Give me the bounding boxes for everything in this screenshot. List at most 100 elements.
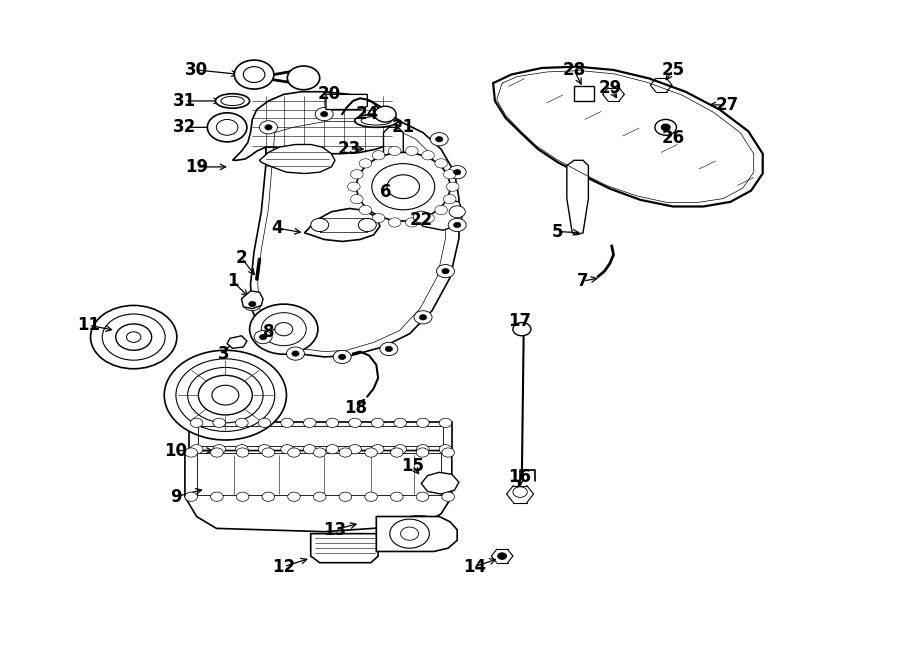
Circle shape	[448, 218, 466, 231]
Circle shape	[358, 218, 376, 231]
Text: 4: 4	[272, 219, 284, 237]
Circle shape	[348, 445, 361, 454]
Text: 27: 27	[716, 96, 738, 114]
Circle shape	[310, 218, 328, 231]
Circle shape	[406, 146, 419, 155]
Circle shape	[439, 418, 452, 428]
Text: 5: 5	[552, 223, 563, 241]
Circle shape	[350, 194, 363, 204]
Circle shape	[339, 492, 352, 501]
Circle shape	[288, 492, 301, 501]
Polygon shape	[326, 95, 367, 110]
Text: 14: 14	[464, 558, 487, 576]
Circle shape	[127, 332, 141, 342]
Circle shape	[442, 448, 454, 457]
Circle shape	[333, 350, 351, 364]
Circle shape	[655, 120, 677, 136]
Polygon shape	[383, 128, 403, 202]
Circle shape	[198, 375, 252, 415]
Circle shape	[190, 445, 203, 454]
Circle shape	[116, 324, 152, 350]
Text: 11: 11	[77, 316, 100, 334]
Circle shape	[442, 268, 449, 274]
Polygon shape	[414, 198, 464, 230]
Circle shape	[320, 112, 328, 117]
Text: 16: 16	[508, 468, 532, 486]
Text: 28: 28	[562, 61, 586, 79]
Circle shape	[348, 418, 361, 428]
Text: 13: 13	[323, 521, 346, 539]
Circle shape	[513, 323, 531, 336]
Text: 10: 10	[165, 442, 187, 459]
Circle shape	[281, 418, 293, 428]
Text: 20: 20	[317, 85, 340, 103]
Text: 17: 17	[508, 311, 532, 330]
Polygon shape	[310, 533, 378, 563]
Circle shape	[292, 351, 299, 356]
Circle shape	[498, 553, 507, 559]
Text: 18: 18	[344, 399, 367, 417]
Circle shape	[419, 315, 427, 320]
Text: 9: 9	[170, 488, 182, 506]
Circle shape	[380, 342, 398, 356]
Ellipse shape	[220, 97, 244, 106]
Circle shape	[248, 301, 256, 307]
Text: 29: 29	[598, 79, 622, 97]
Text: 23: 23	[338, 140, 361, 158]
Text: 24: 24	[356, 105, 379, 123]
Circle shape	[243, 67, 265, 83]
Circle shape	[262, 492, 274, 501]
Circle shape	[237, 448, 249, 457]
Circle shape	[436, 137, 443, 142]
Polygon shape	[493, 67, 762, 206]
Circle shape	[303, 418, 316, 428]
Text: 1: 1	[227, 272, 239, 290]
Circle shape	[234, 60, 274, 89]
Circle shape	[391, 448, 403, 457]
Circle shape	[236, 418, 248, 428]
Circle shape	[259, 334, 266, 340]
Circle shape	[444, 194, 456, 204]
Polygon shape	[421, 473, 459, 494]
Circle shape	[258, 445, 271, 454]
Text: 15: 15	[400, 457, 424, 475]
Circle shape	[373, 151, 385, 160]
Text: 21: 21	[392, 118, 415, 136]
Circle shape	[211, 492, 223, 501]
Circle shape	[378, 110, 396, 123]
Circle shape	[303, 445, 316, 454]
Polygon shape	[304, 208, 380, 241]
Circle shape	[394, 445, 407, 454]
Circle shape	[436, 264, 454, 278]
Circle shape	[190, 418, 203, 428]
Circle shape	[313, 492, 326, 501]
Text: 25: 25	[662, 61, 684, 79]
Circle shape	[176, 359, 274, 432]
Circle shape	[207, 113, 247, 142]
Circle shape	[387, 175, 419, 198]
Circle shape	[391, 492, 403, 501]
Circle shape	[374, 106, 396, 122]
Circle shape	[372, 445, 384, 454]
Circle shape	[326, 445, 338, 454]
Circle shape	[313, 448, 326, 457]
Circle shape	[364, 448, 377, 457]
Circle shape	[662, 124, 670, 131]
Circle shape	[216, 120, 238, 136]
Polygon shape	[376, 516, 457, 551]
Polygon shape	[227, 336, 247, 348]
Circle shape	[416, 448, 428, 457]
Circle shape	[274, 323, 292, 336]
Circle shape	[413, 211, 429, 223]
Circle shape	[448, 166, 466, 178]
Text: 12: 12	[272, 558, 295, 576]
Circle shape	[356, 153, 450, 221]
Circle shape	[364, 492, 377, 501]
Circle shape	[389, 146, 401, 155]
Text: 32: 32	[174, 118, 196, 136]
Ellipse shape	[361, 116, 392, 125]
Text: 8: 8	[263, 323, 274, 341]
Circle shape	[315, 108, 333, 121]
Circle shape	[258, 418, 271, 428]
Ellipse shape	[355, 114, 398, 128]
